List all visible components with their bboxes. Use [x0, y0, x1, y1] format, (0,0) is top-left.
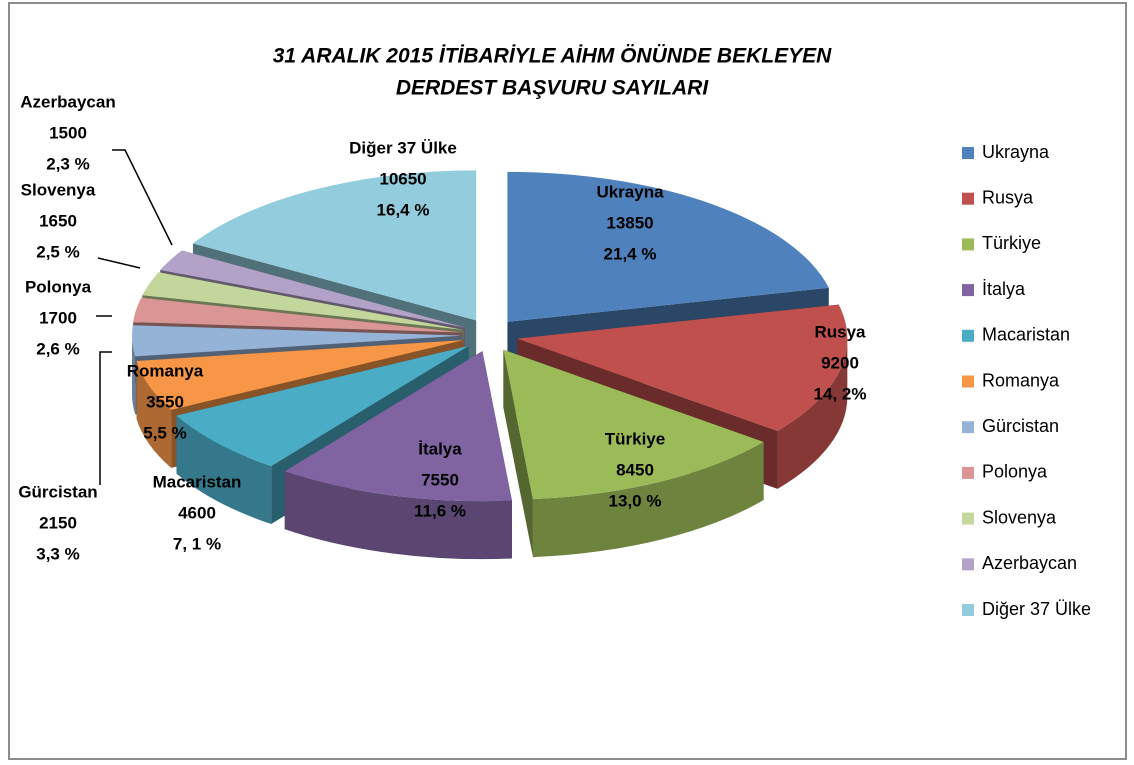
- slice-wall: [284, 471, 512, 560]
- legend-label: Macaristan: [982, 325, 1070, 345]
- data-label-name: Gürcistan: [18, 482, 97, 501]
- data-label-percent: 2,6 %: [36, 339, 79, 358]
- legend-swatch: [962, 558, 974, 571]
- data-label-name: Ukrayna: [596, 182, 664, 201]
- slice-wall: [532, 442, 764, 558]
- legend-swatch: [962, 147, 974, 159]
- legend-label: Slovenya: [982, 507, 1057, 527]
- data-label-value: 9200: [821, 353, 859, 372]
- legend-label: Romanya: [982, 370, 1060, 390]
- data-label-value: 8450: [616, 460, 654, 479]
- slice: [142, 272, 464, 330]
- data-label-name: Türkiye: [605, 429, 665, 448]
- legend-swatch: [962, 421, 974, 434]
- slice: [160, 250, 465, 328]
- legend-label: Polonya: [982, 462, 1048, 482]
- legend-label: Ukrayna: [982, 142, 1050, 162]
- data-label-name: Rusya: [814, 322, 866, 341]
- data-label-name: Romanya: [127, 361, 204, 380]
- slice: [192, 170, 477, 321]
- slice: [284, 351, 512, 502]
- data-label-value: 7550: [421, 470, 459, 489]
- data-label-percent: 21,4 %: [604, 244, 657, 263]
- data-label-name: Azerbaycan: [20, 92, 115, 111]
- data-label-name: Diğer 37 Ülke: [349, 138, 457, 157]
- leader-line: [99, 351, 112, 485]
- slice-wall: [777, 338, 848, 489]
- legend-swatch: [962, 329, 974, 342]
- slice-wall: [136, 360, 172, 468]
- legend-label: Rusya: [982, 187, 1034, 207]
- data-label-value: 1650: [39, 211, 77, 230]
- data-label-percent: 3,3 %: [36, 544, 79, 563]
- data-label-percent: 5,5 %: [143, 423, 186, 442]
- data-label-value: 10650: [379, 169, 426, 188]
- slice: [132, 325, 463, 357]
- data-label-value: 1700: [39, 308, 77, 327]
- data-label-percent: 13,0 %: [609, 491, 662, 510]
- data-label-name: Slovenya: [21, 180, 96, 199]
- data-label-value: 13850: [606, 213, 653, 232]
- data-label-name: Macaristan: [153, 472, 242, 491]
- leader-line: [112, 149, 173, 246]
- data-label-percent: 14, 2%: [814, 384, 867, 403]
- slice: [133, 297, 463, 333]
- slice: [517, 304, 848, 431]
- data-label-percent: 2,3 %: [46, 154, 89, 173]
- slice-side: [503, 349, 533, 558]
- legend-label: Diğer 37 Ülke: [982, 599, 1091, 619]
- slice-wall: [176, 415, 272, 525]
- legend-swatch: [962, 284, 974, 297]
- slice-wall: [132, 335, 136, 415]
- data-label-percent: 2,5 %: [36, 242, 79, 261]
- data-label-value: 4600: [178, 503, 216, 522]
- legend-swatch: [962, 604, 974, 616]
- slice: [507, 171, 829, 322]
- data-label-value: 3550: [146, 392, 184, 411]
- leader-line: [97, 257, 141, 269]
- legend-label: Türkiye: [982, 233, 1041, 253]
- data-label-percent: 11,6 %: [414, 501, 466, 520]
- legend-swatch: [962, 192, 974, 205]
- slice: [503, 349, 764, 500]
- legend-swatch: [962, 466, 974, 479]
- legend-label: İtalya: [982, 279, 1026, 299]
- data-label-percent: 16,4 %: [377, 200, 430, 219]
- slice: [136, 340, 464, 410]
- chart-title: DERDEST BAŞVURU SAYILARI: [396, 77, 709, 100]
- data-label-name: Polonya: [25, 277, 92, 296]
- chart-title: 31 ARALIK 2015 İTİBARİYLE AİHM ÖNÜNDE BE…: [273, 45, 832, 68]
- data-label-value: 1500: [49, 123, 87, 142]
- data-label-value: 2150: [39, 513, 77, 532]
- slice: [176, 345, 469, 467]
- data-label-name: İtalya: [418, 439, 462, 458]
- data-label-percent: 7, 1 %: [173, 534, 221, 553]
- legend-swatch: [962, 512, 974, 525]
- legend-label: Gürcistan: [982, 416, 1059, 436]
- legend-label: Azerbaycan: [982, 553, 1077, 573]
- legend-swatch: [962, 375, 974, 388]
- legend-swatch: [962, 238, 974, 251]
